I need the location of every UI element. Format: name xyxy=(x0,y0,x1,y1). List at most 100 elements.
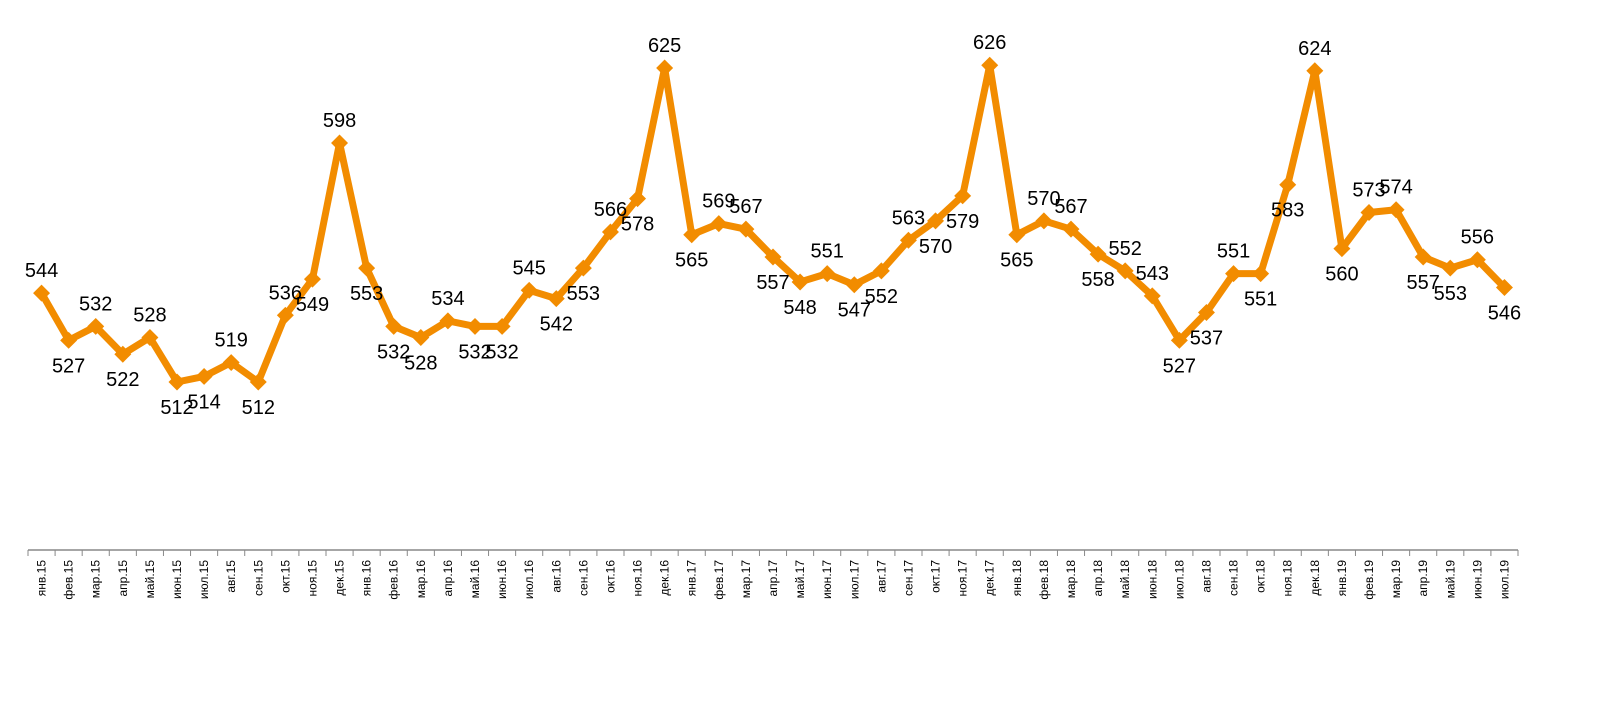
data-label: 567 xyxy=(729,196,762,218)
data-point xyxy=(601,223,619,241)
x-tick-label: май.19 xyxy=(1443,560,1457,599)
x-tick-label: мар.17 xyxy=(739,560,753,599)
data-label: 545 xyxy=(512,257,545,279)
x-tick-label: янв.18 xyxy=(1010,560,1024,597)
x-tick-label: дек.16 xyxy=(658,560,672,596)
x-tick-label: апр.19 xyxy=(1416,560,1430,597)
data-label: 519 xyxy=(214,330,247,352)
data-label: 542 xyxy=(540,314,573,336)
data-label: 548 xyxy=(783,297,816,319)
data-label: 567 xyxy=(1054,196,1087,218)
x-tick-label: май.16 xyxy=(468,560,482,599)
x-tick-label: фев.18 xyxy=(1037,560,1051,600)
data-label: 579 xyxy=(946,211,979,233)
x-tick-label: окт.15 xyxy=(278,560,292,593)
x-tick-label: ноя.15 xyxy=(305,560,319,597)
data-point xyxy=(872,262,890,280)
data-point xyxy=(1252,265,1270,283)
data-label: 512 xyxy=(242,397,275,419)
x-tick-label: фев.16 xyxy=(387,560,401,600)
data-label: 512 xyxy=(160,397,193,419)
data-point xyxy=(629,190,647,208)
data-point xyxy=(520,281,538,299)
data-label: 560 xyxy=(1325,264,1358,286)
data-point xyxy=(764,248,782,266)
x-tick-label: фев.15 xyxy=(62,560,76,600)
data-label: 532 xyxy=(485,341,518,363)
x-tick-label: апр.16 xyxy=(441,560,455,597)
x-tick-label: ноя.17 xyxy=(956,560,970,597)
data-point xyxy=(195,367,213,385)
data-label: 528 xyxy=(133,305,166,327)
x-tick-label: дек.18 xyxy=(1308,560,1322,596)
data-label: 553 xyxy=(567,283,600,305)
data-label: 534 xyxy=(431,288,464,310)
x-tick-label: окт.16 xyxy=(603,560,617,593)
x-tick-label: мар.18 xyxy=(1064,560,1078,599)
data-label: 551 xyxy=(1217,241,1250,263)
data-label: 547 xyxy=(838,300,871,322)
x-tick-label: июл.17 xyxy=(847,560,861,599)
x-tick-label: сен.18 xyxy=(1227,560,1241,596)
x-tick-label: сен.15 xyxy=(251,560,265,596)
data-point xyxy=(547,290,565,308)
data-label: 558 xyxy=(1081,269,1114,291)
x-tick-label: июн.18 xyxy=(1145,560,1159,599)
data-label: 527 xyxy=(1163,355,1196,377)
data-label: 536 xyxy=(269,282,302,304)
x-tick-label: мар.15 xyxy=(89,560,103,599)
data-point xyxy=(845,276,863,294)
data-label: 546 xyxy=(1488,303,1521,325)
x-tick-label: авг.18 xyxy=(1199,560,1213,593)
data-label: 570 xyxy=(919,236,952,258)
data-label: 552 xyxy=(1108,238,1141,260)
x-tick-label: июн.15 xyxy=(170,560,184,599)
data-label: 570 xyxy=(1027,188,1060,210)
data-point xyxy=(439,312,457,330)
x-tick-label: июл.16 xyxy=(522,560,536,599)
data-point xyxy=(1279,176,1297,194)
data-label: 551 xyxy=(810,241,843,263)
data-point xyxy=(87,317,105,335)
x-tick-label: янв.17 xyxy=(685,560,699,597)
data-point xyxy=(466,317,484,335)
data-label: 514 xyxy=(187,391,220,413)
data-point xyxy=(927,212,945,230)
data-point xyxy=(791,273,809,291)
data-label: 537 xyxy=(1190,328,1223,350)
data-point xyxy=(168,373,186,391)
data-point xyxy=(954,187,972,205)
data-label: 528 xyxy=(404,353,437,375)
data-point xyxy=(358,259,376,277)
data-label: 598 xyxy=(323,110,356,132)
data-point xyxy=(981,56,999,74)
data-label: 532 xyxy=(79,293,112,315)
x-tick-label: сен.16 xyxy=(576,560,590,596)
data-label: 557 xyxy=(756,272,789,294)
data-point xyxy=(899,231,917,249)
x-tick-label: фев.17 xyxy=(712,560,726,600)
x-tick-label: дек.15 xyxy=(333,560,347,596)
data-point xyxy=(412,329,430,347)
data-point xyxy=(385,317,403,335)
x-tick-label: июл.15 xyxy=(197,560,211,599)
x-tick-label: апр.18 xyxy=(1091,560,1105,597)
data-label: 566 xyxy=(594,199,627,221)
data-label: 527 xyxy=(52,355,85,377)
x-tick-label: апр.15 xyxy=(116,560,130,597)
x-tick-label: янв.15 xyxy=(35,560,49,597)
data-label: 544 xyxy=(25,260,58,282)
x-tick-label: авг.17 xyxy=(874,560,888,593)
x-tick-label: ноя.18 xyxy=(1281,560,1295,597)
data-point xyxy=(656,59,674,77)
data-label: 551 xyxy=(1244,289,1277,311)
series-path xyxy=(38,61,1507,386)
data-label: 553 xyxy=(1434,283,1467,305)
x-tick-label: авг.16 xyxy=(549,560,563,593)
data-label: 578 xyxy=(621,214,654,236)
data-label: 583 xyxy=(1271,200,1304,222)
x-tick-label: июн.17 xyxy=(820,560,834,599)
x-tick-label: июн.16 xyxy=(495,560,509,599)
x-tick-label: май.15 xyxy=(143,560,157,599)
